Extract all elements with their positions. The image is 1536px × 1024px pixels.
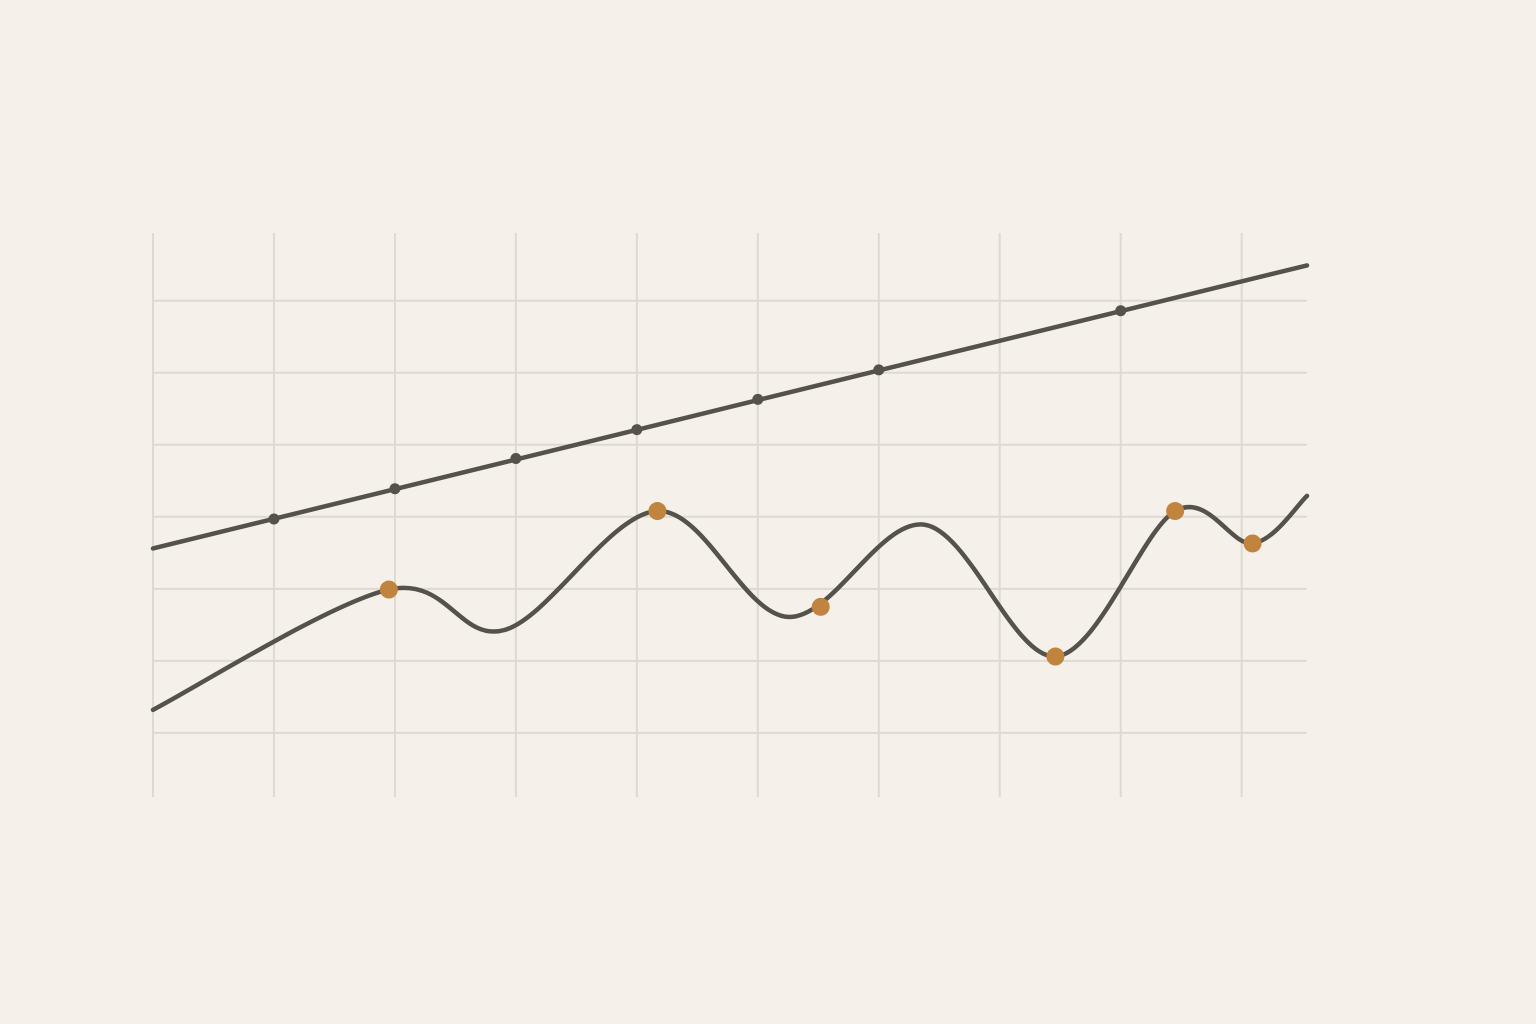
point [631,424,643,436]
point [379,580,398,599]
point [873,364,885,376]
point [389,483,401,495]
point [1166,502,1185,521]
point [1115,305,1127,317]
point [648,502,667,521]
line [150,263,1310,551]
point [510,452,522,464]
point [811,597,830,616]
point [1243,534,1262,553]
point [268,513,280,525]
point [1046,647,1065,666]
point [752,393,764,405]
